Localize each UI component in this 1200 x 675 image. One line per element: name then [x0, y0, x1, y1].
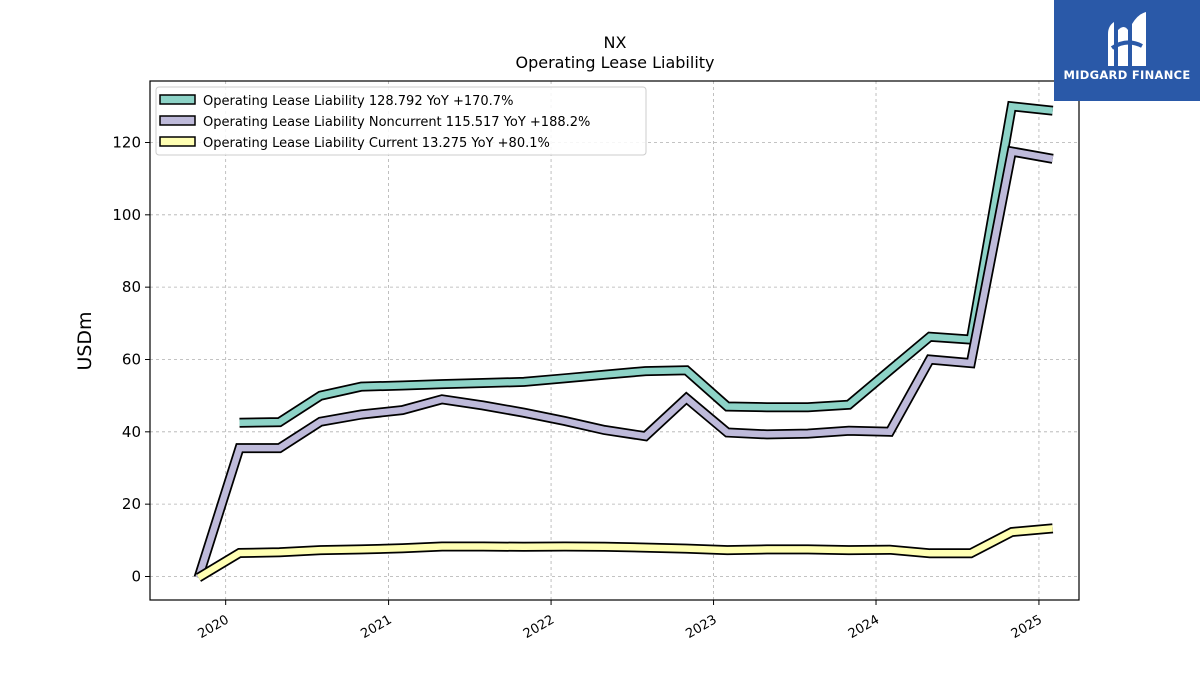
legend-swatch-1 — [159, 94, 196, 105]
y-tick-label: 40 — [122, 423, 141, 441]
y-tick-label: 20 — [122, 495, 141, 513]
legend-swatch-3 — [159, 136, 196, 147]
chart-title: NX — [604, 33, 627, 52]
legend: Operating Lease Liability 128.792 YoY +1… — [155, 86, 647, 156]
legend-swatch-2 — [159, 115, 196, 126]
x-tick-label: 2022 — [521, 612, 557, 642]
legend-label-3: Operating Lease Liability Current 13.275… — [203, 136, 550, 151]
y-tick-label: 80 — [122, 278, 141, 296]
chart-subtitle: Operating Lease Liability — [515, 53, 714, 72]
x-tick-label: 2023 — [683, 612, 719, 642]
y-tick-label: 120 — [112, 133, 141, 151]
plot-frame — [149, 80, 1080, 601]
series-layer — [193, 100, 1054, 582]
x-tick-label: 2024 — [846, 612, 882, 642]
y-ticks: 0 20 40 60 80 100 120 — [112, 133, 150, 585]
x-ticks: 2020 2021 2022 2023 2024 2025 — [196, 600, 1045, 642]
series-line-3 — [196, 525, 1053, 581]
legend-label-2: Operating Lease Liability Noncurrent 115… — [203, 115, 590, 130]
midgard-logo-icon — [1108, 12, 1146, 66]
y-tick-label: 0 — [131, 567, 141, 585]
legend-box — [155, 86, 647, 156]
legend-label-1: Operating Lease Liability 128.792 YoY +1… — [203, 94, 513, 109]
series-line-1 — [239, 102, 1054, 427]
x-tick-label: 2025 — [1009, 612, 1045, 642]
y-tick-label: 100 — [112, 206, 141, 224]
x-tick-label: 2021 — [358, 612, 394, 642]
y-tick-label: 60 — [122, 350, 141, 368]
brand-name: MIDGARD FINANCE — [1063, 68, 1191, 82]
series-line-2 — [195, 147, 1054, 579]
midgard-logo: MIDGARD FINANCE — [1054, 0, 1200, 101]
x-tick-label: 2020 — [196, 612, 232, 642]
y-axis-label: USDm — [74, 311, 96, 370]
